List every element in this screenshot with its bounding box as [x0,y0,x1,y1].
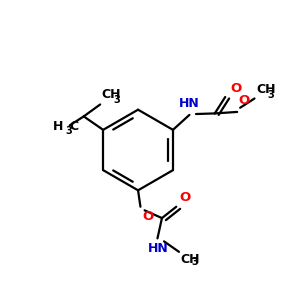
Text: 3: 3 [113,95,120,105]
Text: CH: CH [102,88,121,101]
Text: CH: CH [256,83,275,96]
Text: H: H [52,120,63,134]
Text: 3: 3 [267,90,274,100]
Text: CH: CH [181,253,200,266]
Text: 3: 3 [65,126,72,136]
Text: O: O [142,210,153,223]
Text: HN: HN [178,97,199,110]
Text: O: O [231,82,242,94]
Text: C: C [69,120,78,134]
Text: HN: HN [148,242,169,255]
Text: O: O [179,191,191,204]
Text: 3: 3 [192,257,199,267]
Text: O: O [239,94,250,107]
